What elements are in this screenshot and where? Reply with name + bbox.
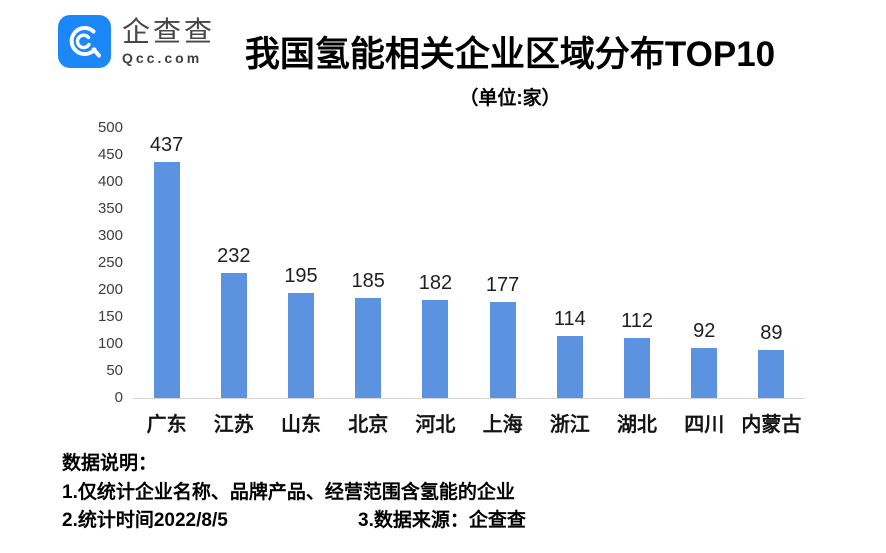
bars-row: 437 232 195 185 182 177 114 112 92 89	[133, 128, 805, 398]
x-axis-label: 广东	[146, 414, 187, 436]
bar-column: 185	[335, 128, 402, 398]
bar-value-label: 195	[284, 264, 318, 287]
y-tick-label: 150	[97, 308, 123, 325]
x-axis: 广东 江苏 山东 北京 河北 上海 浙江 湖北 四川 内蒙古	[133, 408, 805, 437]
brand-logo: 企查查 Qcc.com	[58, 15, 215, 68]
bar	[153, 162, 180, 398]
bar-column: 114	[536, 128, 603, 398]
bar	[691, 348, 718, 398]
x-axis-label: 上海	[482, 414, 523, 436]
bar-column: 112	[603, 128, 670, 398]
bar	[355, 298, 382, 398]
bar-column: 232	[200, 128, 267, 398]
plot-area: 0 50 100 150 200 250 300 350 400 450 500 437 232 195…	[98, 119, 805, 406]
bar-column: 437	[133, 128, 200, 398]
y-tick-label: 100	[97, 335, 123, 352]
x-axis-label: 河北	[415, 414, 456, 436]
bar	[220, 272, 247, 398]
x-axis-label: 浙江	[549, 414, 590, 436]
bar-column: 195	[267, 128, 334, 398]
y-tick-label: 250	[97, 254, 123, 271]
chart-title: 我国氢能相关企业区域分布TOP10	[244, 35, 776, 74]
bar	[758, 349, 785, 398]
bar	[489, 302, 516, 398]
note-date: 2.统计时间2022/8/5	[62, 510, 228, 531]
bar	[624, 337, 651, 398]
note-source: 3.数据来源：企查查	[358, 510, 526, 531]
note-scope: 1.仅统计企业名称、品牌产品、经营范围含氢能的企业	[62, 481, 515, 503]
y-tick-label: 200	[97, 281, 123, 298]
x-axis-label: 四川	[684, 414, 725, 436]
x-axis-label: 湖北	[617, 414, 658, 436]
x-axis-label: 内蒙古	[741, 414, 802, 436]
bar-value-label: 182	[418, 271, 453, 294]
y-tick-label: 0	[114, 389, 123, 406]
y-tick-label: 50	[106, 362, 123, 379]
y-tick-label: 300	[97, 227, 123, 244]
bar	[556, 336, 583, 398]
data-notes: 数据说明： 1.仅统计企业名称、品牌产品、经营范围含氢能的企业 2.统计时间20…	[62, 450, 842, 536]
brand-text: 企查查 Qcc.com	[122, 16, 216, 66]
bar-value-label: 89	[760, 321, 783, 344]
notes-heading: 数据说明：	[62, 453, 158, 474]
y-tick-label: 500	[97, 119, 123, 136]
note-line-3: 2.统计时间2022/8/5 3.数据来源：企查查	[62, 507, 842, 536]
title-block: 我国氢能相关企业区域分布TOP10 （单位:家）	[225, 26, 795, 110]
qcc-logo-icon	[58, 15, 111, 68]
brand-name: 企查查	[122, 16, 216, 47]
bar-column: 182	[402, 128, 469, 398]
bar	[288, 292, 314, 398]
chart-unit-label: （单位:家）	[459, 88, 561, 109]
bar-column: 177	[469, 128, 536, 398]
x-axis-label: 江苏	[213, 414, 254, 436]
y-tick-label: 350	[97, 200, 123, 217]
bar-value-label: 92	[693, 320, 716, 343]
bar-value-label: 232	[217, 244, 251, 267]
bar	[422, 299, 449, 398]
y-tick-label: 450	[97, 146, 123, 163]
y-tick-label: 400	[97, 173, 123, 190]
bar-value-label: 437	[149, 134, 184, 157]
bar-column: 92	[671, 128, 738, 398]
bar-value-label: 114	[553, 308, 586, 331]
bar-value-label: 177	[485, 274, 520, 297]
bar-value-label: 185	[351, 270, 385, 293]
y-axis: 0 50 100 150 200 250 300 350 400 450 500	[77, 119, 123, 406]
bar-value-label: 112	[621, 309, 653, 332]
x-axis-label: 北京	[348, 414, 389, 436]
x-axis-label: 山东	[281, 414, 321, 436]
brand-domain: Qcc.com	[122, 50, 203, 66]
bar-column: 89	[738, 128, 805, 398]
